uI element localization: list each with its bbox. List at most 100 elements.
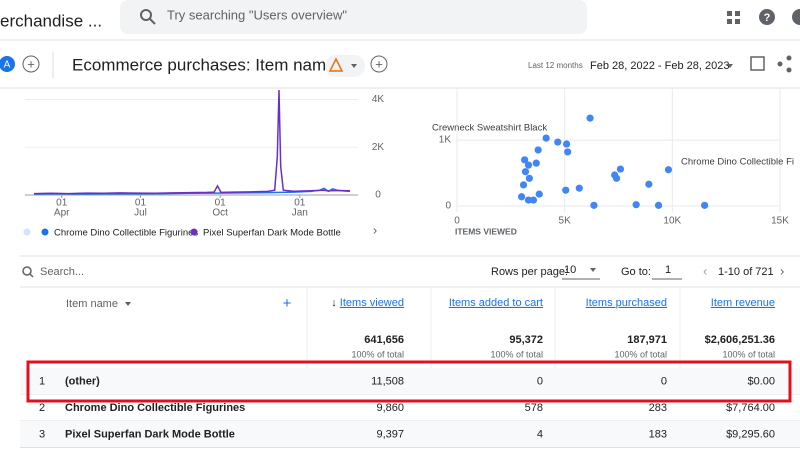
scatter-point[interactable] (521, 156, 529, 164)
scatter-point[interactable] (611, 171, 619, 179)
add-button[interactable] (370, 55, 388, 73)
column-header[interactable]: Item revenue (711, 297, 775, 309)
scatter-point[interactable] (616, 165, 625, 173)
warning-icon (328, 57, 344, 72)
scatter-point[interactable] (664, 166, 673, 174)
cell-value: 9,860 (376, 402, 404, 414)
total-value: 95,372 (509, 334, 543, 346)
search-box[interactable] (120, 0, 587, 34)
point-annotation: Chrome Dino Collectible Fi (681, 157, 794, 168)
scatter-point[interactable] (701, 201, 709, 209)
x-tick-day: 01 (215, 198, 227, 209)
cell-value: $7,764.00 (726, 402, 775, 414)
table-row[interactable] (20, 394, 800, 422)
cell-value: 183 (649, 428, 667, 440)
total-value: 187,971 (627, 334, 667, 346)
legend-dot-faded (23, 228, 31, 236)
row-index: 1 (39, 375, 45, 387)
legend-next[interactable]: › (373, 222, 377, 237)
x-tick-label: 5K (559, 216, 572, 227)
scatter-point[interactable] (521, 168, 530, 176)
cell-value: $0.00 (747, 375, 775, 387)
account-icon[interactable] (792, 9, 800, 25)
plus-glyph: + (27, 56, 35, 71)
scatter-point[interactable] (524, 161, 533, 169)
total-share: 100% of total (614, 349, 667, 359)
scatter-point[interactable] (518, 193, 526, 201)
scatter-point[interactable] (542, 134, 550, 142)
scatter-point[interactable] (535, 190, 543, 198)
scatter-point[interactable] (575, 184, 583, 192)
y-tick-label: 0 (375, 190, 381, 201)
date-dropdown[interactable] (727, 64, 733, 68)
search-placeholder: Try searching "Users overview" (167, 7, 347, 22)
scatter-point[interactable] (586, 114, 594, 122)
row-index: 2 (39, 402, 45, 414)
scatter-point[interactable] (534, 146, 542, 154)
warning-chip[interactable] (325, 55, 365, 77)
item-name: Chrome Dino Collectible Figurines (65, 402, 245, 414)
y-tick-label: 4K (372, 94, 385, 105)
cell-value: 9,397 (376, 428, 404, 440)
next-page[interactable]: › (780, 263, 784, 278)
scatter-point[interactable] (532, 159, 540, 167)
x-tick-day: 01 (294, 198, 306, 209)
column-header[interactable]: Items added to cart (449, 297, 543, 309)
total-value: 641,656 (364, 334, 404, 346)
legend-label[interactable]: Chrome Dino Collectible Figurines (54, 228, 198, 239)
scatter-point[interactable] (632, 201, 640, 209)
cell-value: 283 (649, 402, 667, 414)
comparison-badge[interactable] (0, 56, 15, 72)
y-tick-label: 0 (445, 201, 451, 212)
help-icon[interactable] (759, 9, 775, 25)
apps-icon[interactable] (727, 11, 740, 24)
column-header[interactable]: Items purchased (586, 297, 667, 309)
sort-dropdown[interactable] (125, 302, 131, 306)
table-row[interactable] (20, 368, 800, 395)
legend-dot[interactable] (41, 228, 49, 236)
rows-per-page[interactable]: 10 (564, 264, 576, 276)
scatter-point[interactable] (529, 196, 538, 204)
x-tick-label: 15K (771, 216, 789, 227)
add-dimension[interactable]: + (283, 295, 292, 312)
edit-icon[interactable] (750, 56, 765, 71)
scatter-point[interactable] (654, 201, 663, 209)
highlight-box (26, 360, 792, 403)
scatter-point[interactable] (590, 201, 598, 209)
help-glyph: ? (764, 12, 771, 24)
column-header[interactable]: Item name (66, 298, 118, 310)
column-header[interactable]: Items viewed (340, 297, 404, 309)
item-name: (other) (65, 375, 100, 387)
rows-per-page-label: Rows per page: (491, 266, 568, 278)
legend-label[interactable]: Pixel Superfan Dark Mode Bottle (203, 228, 341, 239)
x-tick-month: Apr (54, 208, 70, 219)
prev-page[interactable]: ‹ (703, 263, 707, 278)
scatter-point[interactable] (562, 186, 570, 194)
add-comparison[interactable] (22, 55, 40, 73)
cell-value: 578 (525, 402, 543, 414)
scatter-point[interactable] (554, 138, 562, 146)
total-share: 100% of total (490, 349, 543, 359)
scatter-point[interactable] (645, 180, 653, 188)
search-icon-handle (149, 18, 156, 25)
cell-value: 0 (661, 375, 667, 387)
go-to-label: Go to: (621, 266, 651, 278)
table-search[interactable]: Search... (40, 266, 84, 278)
table-row[interactable] (20, 421, 800, 448)
property-name[interactable]: erchandise ... (0, 11, 102, 30)
rows-dropdown (590, 268, 596, 272)
scatter-chart: 0 5K 10K 15K 0 1K ITEMS VIEWED Crewneck Sweatsh… (432, 88, 794, 236)
scatter-point[interactable] (563, 140, 571, 148)
scatter-point[interactable] (564, 148, 572, 156)
scatter-point[interactable] (525, 174, 533, 182)
go-to-input[interactable]: 1 (665, 264, 671, 276)
scatter-point[interactable] (524, 196, 533, 204)
x-tick-day: 01 (56, 198, 68, 209)
sort-arrow: ↓ (331, 297, 337, 309)
scatter-point[interactable] (519, 181, 528, 189)
date-range[interactable]: Feb 28, 2022 - Feb 28, 2023 (590, 60, 729, 72)
total-share: 100% of total (351, 349, 404, 359)
share-icon[interactable] (777, 55, 792, 73)
legend-dot[interactable] (190, 228, 198, 236)
